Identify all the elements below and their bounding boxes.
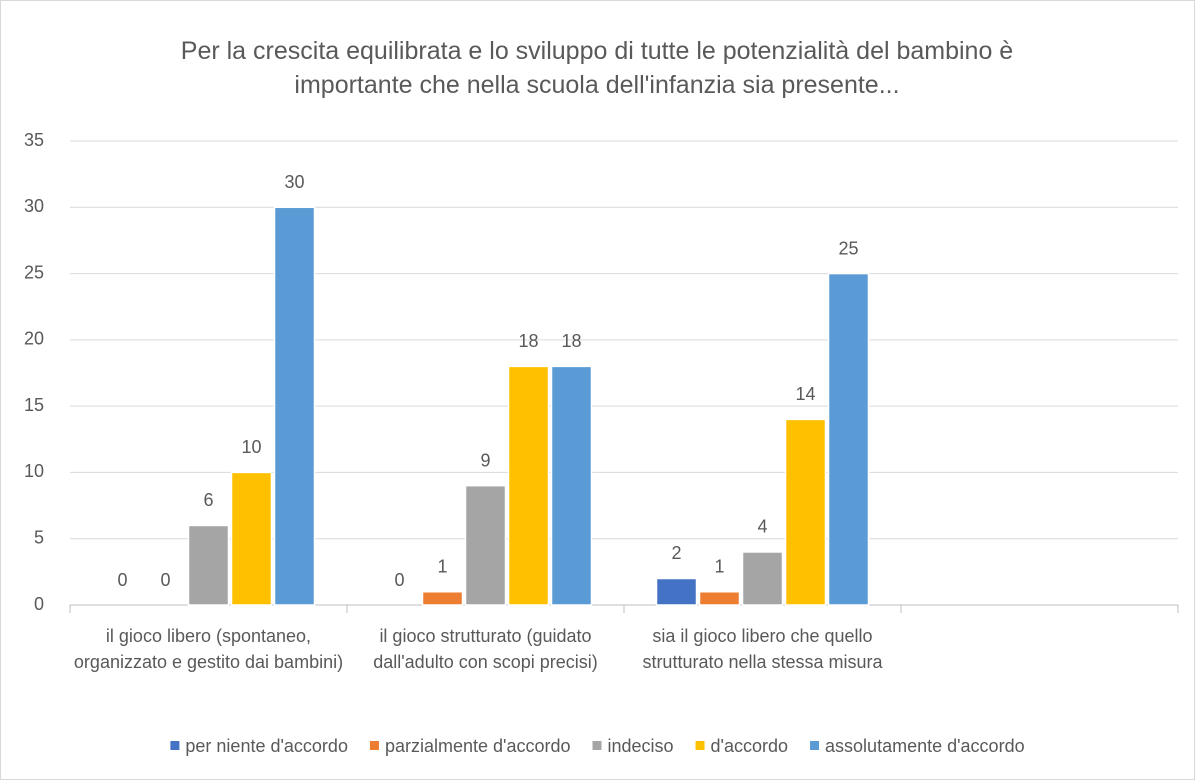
y-tick-label: 15 xyxy=(24,395,44,415)
bar xyxy=(784,418,827,606)
data-label: 18 xyxy=(561,331,581,351)
chart-title: Per la crescita equilibrata e lo svilupp… xyxy=(181,37,1013,99)
bar xyxy=(827,272,870,606)
legend-swatch xyxy=(170,741,180,750)
bar xyxy=(655,577,698,606)
bar xyxy=(273,206,316,606)
bar xyxy=(230,471,273,606)
y-tick-label: 35 xyxy=(24,130,44,150)
bar xyxy=(698,590,741,606)
y-tick-label: 5 xyxy=(34,527,44,547)
data-label: 14 xyxy=(795,384,815,404)
y-tick-label: 20 xyxy=(24,329,44,349)
data-label: 10 xyxy=(241,437,261,457)
data-label: 18 xyxy=(518,331,538,351)
bar xyxy=(421,590,464,606)
data-label: 1 xyxy=(437,556,447,576)
legend-swatch xyxy=(695,741,705,750)
legend-label: parzialmente d'accordo xyxy=(385,736,571,756)
y-tick-label: 30 xyxy=(24,196,44,216)
data-label: 25 xyxy=(838,238,858,258)
legend-swatch xyxy=(810,741,820,750)
legend-label: d'accordo xyxy=(711,736,788,756)
x-tick-label: il gioco strutturato (guidato dall'adulto… xyxy=(373,626,598,672)
data-label: 0 xyxy=(117,570,127,590)
bar xyxy=(187,524,230,606)
bar xyxy=(741,551,784,606)
legend-label: assolutamente d'accordo xyxy=(825,736,1025,756)
legend-label: indeciso xyxy=(608,736,674,756)
legend-swatch xyxy=(369,741,379,750)
legend-label: per niente d'accordo xyxy=(185,736,348,756)
bar xyxy=(507,365,550,606)
data-label: 6 xyxy=(203,490,213,510)
data-label: 0 xyxy=(160,570,170,590)
y-tick-label: 0 xyxy=(34,594,44,614)
y-tick-label: 25 xyxy=(24,262,44,282)
data-label: 30 xyxy=(284,172,304,192)
y-tick-label: 10 xyxy=(24,461,44,481)
legend-swatch xyxy=(592,741,602,750)
x-tick-label: il gioco libero (spontaneo, organizzato e… xyxy=(74,626,343,672)
data-label: 1 xyxy=(714,556,724,576)
data-label: 2 xyxy=(671,543,681,563)
data-label: 9 xyxy=(480,450,490,470)
x-tick-label: sia il gioco libero che quello strutturat… xyxy=(642,626,883,672)
data-label: 0 xyxy=(394,570,404,590)
bar xyxy=(464,484,507,606)
bar xyxy=(550,365,593,606)
data-label: 4 xyxy=(757,517,767,537)
